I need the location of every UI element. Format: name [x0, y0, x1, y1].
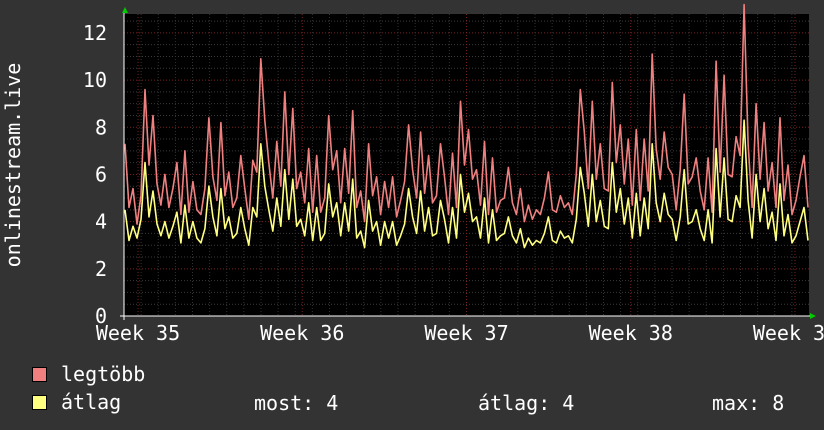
y-tick-label: 8 [95, 115, 107, 139]
y-tick-label: 6 [95, 162, 107, 186]
series-lines [124, 3, 809, 249]
y-tick-label: 12 [83, 21, 107, 45]
series-line-atlag [124, 119, 809, 249]
y-tick-label: 0 [95, 304, 107, 328]
y-ticks: 0 2 4 6 8 10 12 [83, 21, 107, 328]
y-tick-label: 4 [95, 210, 107, 234]
y-tick-label: 2 [95, 257, 107, 281]
y-axis-arrow [122, 7, 128, 13]
x-tick-label: Week 39 [753, 321, 824, 345]
y-axis-label: onlinestream.live [1, 63, 25, 268]
x-tick-label: Week 38 [589, 321, 673, 345]
x-tick-label: Week 37 [424, 321, 508, 345]
x-tick-label: Week 35 [96, 321, 180, 345]
x-ticks: Week 35 Week 36 Week 37 Week 38 Week 39 [96, 321, 824, 345]
y-tick-label: 10 [83, 68, 107, 92]
series-line-legtobb [124, 3, 809, 225]
x-axis-arrow [810, 313, 816, 319]
x-tick-label: Week 36 [260, 321, 344, 345]
